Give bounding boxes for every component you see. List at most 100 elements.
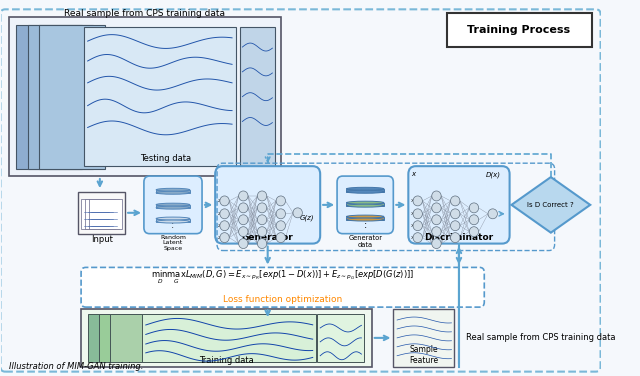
Bar: [81, 199, 115, 229]
Bar: [78, 192, 125, 233]
Bar: [317, 314, 364, 362]
Circle shape: [276, 196, 285, 206]
Circle shape: [257, 215, 267, 225]
Text: Input: Input: [91, 235, 113, 244]
Circle shape: [257, 227, 267, 237]
Text: Is D Correct ?: Is D Correct ?: [527, 202, 574, 208]
FancyBboxPatch shape: [346, 203, 384, 206]
Text: Testing data: Testing data: [140, 154, 191, 163]
Text: :: :: [172, 220, 175, 230]
Circle shape: [469, 227, 479, 237]
Text: z: z: [218, 235, 221, 240]
Circle shape: [413, 221, 422, 231]
Text: Sample
Feature: Sample Feature: [409, 345, 438, 365]
Bar: [110, 314, 162, 362]
Bar: [88, 314, 140, 362]
Text: D(x): D(x): [486, 171, 501, 177]
Text: G(z): G(z): [300, 215, 314, 221]
Bar: [17, 25, 82, 169]
Text: z: z: [218, 223, 221, 228]
Text: Generator
data: Generator data: [348, 235, 382, 248]
FancyBboxPatch shape: [81, 267, 484, 307]
FancyBboxPatch shape: [346, 217, 384, 220]
FancyBboxPatch shape: [156, 190, 190, 193]
Text: Training data: Training data: [199, 356, 254, 365]
Circle shape: [451, 233, 460, 243]
Circle shape: [220, 233, 229, 243]
Ellipse shape: [156, 206, 190, 209]
Circle shape: [488, 209, 497, 219]
Circle shape: [220, 196, 229, 206]
Text: Real sample from CPS training data: Real sample from CPS training data: [65, 9, 225, 18]
FancyBboxPatch shape: [1, 9, 600, 371]
Circle shape: [413, 209, 422, 219]
Circle shape: [432, 239, 441, 249]
FancyBboxPatch shape: [337, 176, 394, 233]
Bar: [9, 17, 281, 176]
Circle shape: [293, 208, 302, 218]
Text: z: z: [218, 199, 221, 203]
Bar: [394, 309, 454, 367]
Circle shape: [413, 233, 422, 243]
Circle shape: [469, 203, 479, 213]
Ellipse shape: [346, 215, 384, 218]
Circle shape: [220, 221, 229, 231]
Circle shape: [239, 215, 248, 225]
Circle shape: [469, 215, 479, 225]
Bar: [142, 314, 316, 362]
Ellipse shape: [156, 203, 190, 206]
Circle shape: [432, 203, 441, 213]
Text: Generator: Generator: [242, 233, 294, 242]
Bar: [85, 199, 118, 229]
Circle shape: [432, 191, 441, 201]
Circle shape: [239, 191, 248, 201]
Text: Loss function optimization: Loss function optimization: [223, 295, 342, 304]
Circle shape: [276, 209, 285, 219]
Circle shape: [432, 227, 441, 237]
Ellipse shape: [346, 190, 384, 193]
Circle shape: [451, 221, 460, 231]
Bar: [81, 309, 372, 367]
Text: Illustration of MIM-GAN training.: Illustration of MIM-GAN training.: [9, 362, 143, 371]
Text: x: x: [411, 199, 414, 203]
Bar: [88, 199, 122, 229]
Bar: [239, 27, 275, 166]
Ellipse shape: [156, 217, 190, 220]
Text: Training Process: Training Process: [467, 25, 570, 35]
Circle shape: [451, 196, 460, 206]
Circle shape: [413, 196, 422, 206]
Bar: [99, 314, 150, 362]
Circle shape: [239, 239, 248, 249]
Circle shape: [239, 203, 248, 213]
Text: $\underset{D}{\min}\underset{G}{\max}L_{MIM}(D,G)=E_{x\sim p_R}[exp(1-D(x))]+E_{: $\underset{D}{\min}\underset{G}{\max}L_{…: [151, 268, 414, 286]
Circle shape: [432, 215, 441, 225]
Text: Real sample from CPS training data: Real sample from CPS training data: [465, 334, 615, 343]
FancyBboxPatch shape: [408, 166, 509, 244]
Circle shape: [451, 209, 460, 219]
FancyBboxPatch shape: [215, 166, 320, 244]
FancyBboxPatch shape: [156, 218, 190, 221]
Bar: [39, 25, 104, 169]
Circle shape: [220, 209, 229, 219]
Bar: [84, 27, 236, 166]
Ellipse shape: [346, 218, 384, 221]
Text: :: :: [364, 220, 367, 230]
Circle shape: [257, 239, 267, 249]
Circle shape: [239, 227, 248, 237]
FancyBboxPatch shape: [144, 176, 202, 233]
Text: x: x: [411, 235, 414, 240]
FancyBboxPatch shape: [346, 189, 384, 192]
Ellipse shape: [346, 187, 384, 190]
Text: x: x: [411, 171, 415, 177]
Bar: [28, 25, 93, 169]
Bar: [447, 13, 592, 47]
Circle shape: [276, 233, 285, 243]
Circle shape: [257, 191, 267, 201]
Text: x: x: [411, 211, 414, 216]
Text: Random
Latent
Space: Random Latent Space: [160, 235, 186, 251]
Ellipse shape: [156, 220, 190, 223]
Circle shape: [276, 221, 285, 231]
Ellipse shape: [156, 191, 190, 194]
FancyBboxPatch shape: [156, 205, 190, 208]
Text: Discriminator: Discriminator: [424, 233, 493, 242]
